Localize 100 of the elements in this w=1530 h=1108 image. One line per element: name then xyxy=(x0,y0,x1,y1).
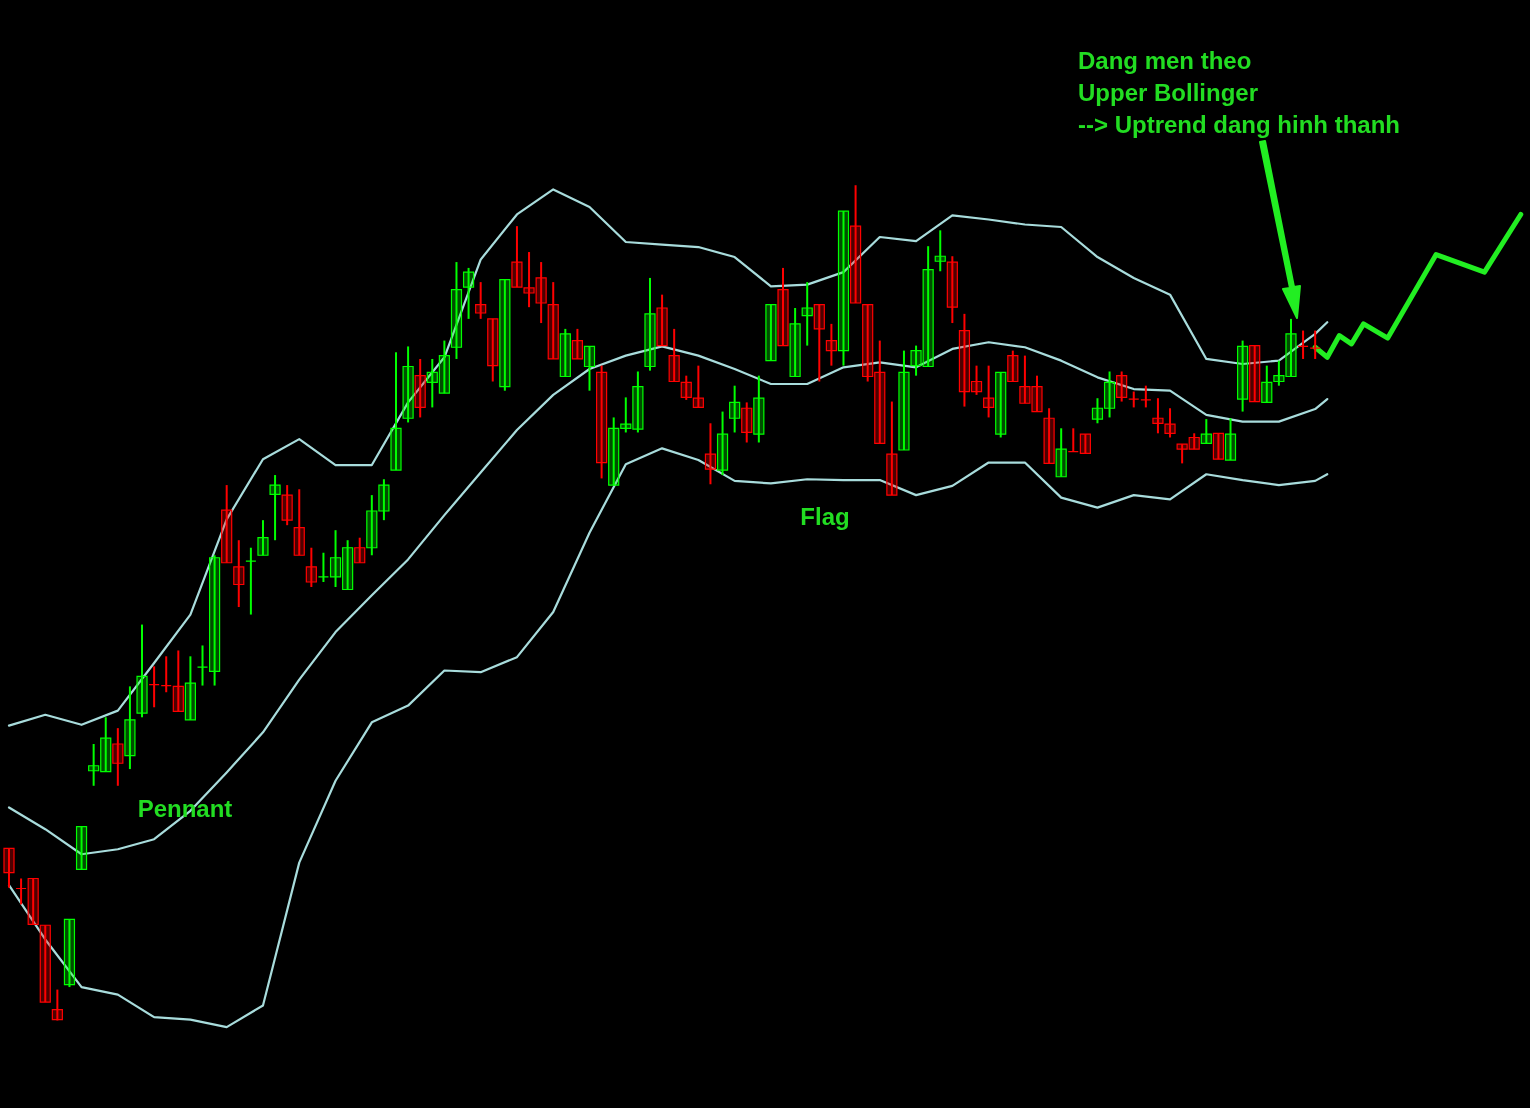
candlestick xyxy=(112,727,124,787)
candlestick xyxy=(378,478,390,522)
candlestick xyxy=(886,400,898,497)
candlestick xyxy=(257,519,269,557)
candlestick xyxy=(3,847,15,889)
candlestick xyxy=(547,281,559,360)
candlestick xyxy=(414,357,426,419)
candlestick xyxy=(983,364,995,419)
candlestick xyxy=(462,266,475,320)
candlestick xyxy=(680,374,692,401)
candlestick xyxy=(922,245,934,368)
candlestick xyxy=(1212,432,1225,461)
annotation: Flag xyxy=(800,503,850,530)
candlestick xyxy=(898,349,910,452)
candlestick xyxy=(729,384,741,434)
candlestick xyxy=(221,484,233,564)
candlestick xyxy=(1164,407,1176,439)
candlestick xyxy=(910,344,922,377)
candlestick xyxy=(632,370,644,434)
candlestick xyxy=(39,924,51,1004)
candlestick xyxy=(1019,354,1031,405)
candlestick xyxy=(233,539,245,609)
candlestick xyxy=(305,546,317,588)
candlestick xyxy=(1273,359,1285,387)
candlestick xyxy=(63,918,76,989)
candlestick xyxy=(1091,397,1104,425)
candlestick xyxy=(100,716,112,773)
candlestick xyxy=(196,644,209,687)
candlestick xyxy=(245,546,257,616)
candlestick xyxy=(608,416,620,487)
candlestick xyxy=(716,410,729,477)
candlestick xyxy=(27,877,39,926)
candlestick xyxy=(1200,418,1212,445)
candlestick xyxy=(849,184,862,304)
candlestick xyxy=(354,536,366,564)
candlestick xyxy=(1224,417,1237,462)
candlestick xyxy=(499,278,511,392)
candlestick xyxy=(281,484,293,527)
candlestick xyxy=(160,655,172,694)
candlestick xyxy=(583,345,596,392)
candlestick xyxy=(511,225,523,289)
candlestick xyxy=(1188,432,1200,451)
candlestick xyxy=(789,307,801,378)
candlestick xyxy=(1285,317,1297,378)
candlestick xyxy=(837,210,850,367)
candlestick xyxy=(656,293,668,347)
candlestick xyxy=(535,261,547,325)
candlestick xyxy=(571,327,584,360)
candlestick xyxy=(172,649,184,713)
candlestick xyxy=(1103,370,1116,419)
candlestick xyxy=(1176,443,1188,465)
candlestick xyxy=(692,364,704,409)
candlestick xyxy=(136,623,148,719)
text: Dang men theo Upper Bollinger --> Uptrend dang hinh thanh xyxy=(1078,47,1400,138)
candlestick xyxy=(15,877,27,906)
candlestick xyxy=(88,743,100,787)
candlestick xyxy=(487,317,499,383)
candlestick xyxy=(874,339,886,445)
candlestick xyxy=(148,665,160,709)
candlestick xyxy=(329,529,342,588)
candlestick xyxy=(1152,397,1164,435)
candlestick xyxy=(450,261,463,360)
candlestick xyxy=(1249,344,1261,403)
candlestick xyxy=(51,988,63,1022)
candlestick xyxy=(293,488,305,557)
candlestick xyxy=(475,281,487,320)
candlestick xyxy=(668,327,680,383)
candlestick xyxy=(559,327,571,378)
candlestick xyxy=(777,266,789,347)
candlestick xyxy=(825,322,837,367)
candlestick xyxy=(946,255,958,325)
candlestick xyxy=(970,364,983,396)
candlestick xyxy=(753,374,765,444)
candlestick xyxy=(1237,339,1249,413)
candlestick xyxy=(1055,427,1067,478)
candlestick xyxy=(995,371,1007,439)
candlestick xyxy=(1309,329,1321,360)
candlestick xyxy=(1007,349,1019,383)
candlestick xyxy=(208,554,221,687)
candlestick xyxy=(124,685,136,771)
candlestick xyxy=(269,474,281,542)
candlestick xyxy=(426,357,438,409)
candlestick xyxy=(402,345,414,424)
candlestick xyxy=(1116,370,1128,403)
candlestick xyxy=(644,276,656,372)
candlestick xyxy=(1140,384,1152,409)
candlestick xyxy=(438,339,450,395)
candlestick xyxy=(958,312,971,408)
candlestick xyxy=(184,655,196,721)
candlestick xyxy=(620,396,632,434)
candlestick xyxy=(366,494,378,557)
candlestick xyxy=(704,422,717,486)
candlestick xyxy=(801,281,813,347)
candlestick xyxy=(813,303,825,383)
candlestick xyxy=(523,251,535,309)
candlestick xyxy=(1031,374,1043,413)
candlestick xyxy=(1261,364,1273,404)
candlestick xyxy=(1043,407,1055,465)
candlestick xyxy=(862,303,874,383)
candlestick xyxy=(1297,329,1309,360)
